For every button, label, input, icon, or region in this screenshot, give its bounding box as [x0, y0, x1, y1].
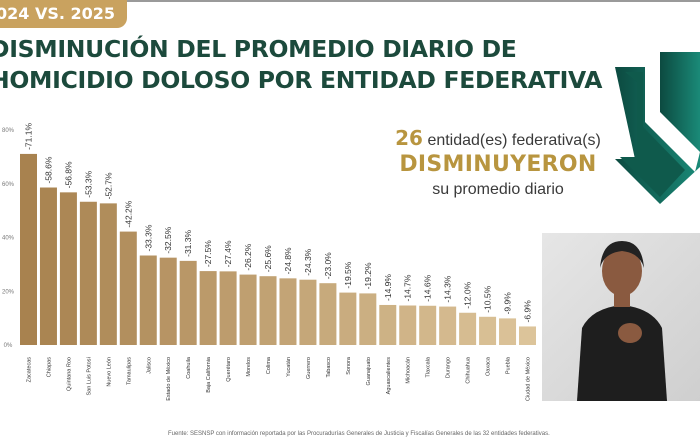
- data-label: -14.9%: [383, 274, 393, 301]
- bar: [59, 192, 77, 345]
- x-tick-label: Puebla: [506, 356, 512, 374]
- data-label: -33.3%: [143, 224, 153, 251]
- x-tick-label: Baja California: [206, 356, 212, 393]
- data-label: -19.5%: [343, 261, 353, 288]
- data-label: -14.7%: [403, 274, 413, 301]
- bar: [359, 293, 377, 345]
- x-tick-label: Oaxaca: [486, 356, 492, 376]
- bar: [519, 326, 536, 345]
- data-label: -71.1%: [24, 123, 34, 150]
- entity-count: 26: [395, 126, 423, 150]
- bar: [279, 278, 297, 345]
- x-tick-label: Guanajuato: [366, 357, 372, 385]
- bar: [399, 305, 417, 345]
- x-tick-label: Ciudad de México: [526, 357, 532, 401]
- callout-line-2: DISMINUYERON: [399, 152, 597, 177]
- page-title: DISMINUCIÓN DEL PROMEDIO DIARIO DE HOMIC…: [0, 34, 602, 96]
- bar: [319, 283, 337, 345]
- x-tick-label: Zacatecas: [27, 357, 33, 383]
- bar: [139, 255, 157, 345]
- bar: [479, 316, 497, 345]
- y-tick-label: 80%: [2, 128, 15, 134]
- data-label: -14.6%: [423, 274, 433, 301]
- data-label: -10.5%: [483, 285, 493, 312]
- bar: [39, 187, 57, 345]
- title-line-1: DISMINUCIÓN DEL PROMEDIO DIARIO DE: [0, 35, 517, 63]
- sign-language-interpreter-video: [542, 233, 700, 401]
- bar-chart: 0% 20% 40% 60% 80% -71.1% Zacatecas -58.6% Chiap…: [2, 123, 536, 401]
- data-label: -24.3%: [303, 248, 313, 275]
- data-label: -23.0%: [323, 252, 333, 279]
- bar: [379, 304, 397, 345]
- bar: [179, 260, 197, 345]
- x-tick-label: San Luis Potosí: [86, 357, 92, 396]
- x-tick-label: Sonora: [346, 356, 352, 375]
- x-tick-label: Morelos: [246, 357, 252, 377]
- bar: [419, 305, 437, 345]
- bar: [119, 231, 137, 345]
- bar: [439, 306, 457, 345]
- bar: [159, 257, 177, 345]
- y-tick-label: 40%: [2, 236, 15, 242]
- data-label: -26.2%: [243, 243, 253, 270]
- y-tick-label: 20%: [2, 289, 15, 295]
- x-tick-label: Querétaro: [226, 357, 232, 382]
- data-label: -53.3%: [83, 170, 93, 197]
- x-tick-label: Durango: [446, 357, 452, 378]
- down-arrow-icon: [615, 52, 700, 204]
- x-tick-label: Chiapas: [46, 357, 52, 377]
- x-tick-label: Aguascalientes: [386, 357, 392, 395]
- data-label: -25.6%: [263, 245, 273, 272]
- x-tick-label: Colima: [266, 356, 272, 374]
- data-label: -19.2%: [363, 262, 373, 289]
- bar: [219, 271, 237, 345]
- x-tick-label: Coahuila: [186, 356, 192, 379]
- x-tick-label: Tabasco: [326, 357, 332, 378]
- y-tick-label: 0%: [4, 343, 13, 349]
- x-tick-label: Yucatán: [286, 357, 292, 377]
- data-label: -12.0%: [463, 281, 473, 308]
- bar: [79, 201, 97, 345]
- x-tick-label: Tlaxcala: [426, 356, 432, 377]
- bar: [259, 276, 277, 345]
- bar: [459, 312, 477, 345]
- period-badge: 024 VS. 2025: [0, 0, 128, 28]
- x-tick-label: Guerrero: [306, 357, 312, 379]
- bar: [199, 271, 217, 345]
- bar: [299, 279, 317, 345]
- callout-line-3: su promedio diario: [432, 181, 564, 198]
- title-line-2: HOMICIDIO DOLOSO POR ENTIDAD FEDERATIVA: [0, 66, 603, 94]
- data-label: -58.6%: [43, 156, 53, 183]
- x-tick-label: Nuevo León: [106, 357, 112, 387]
- callout-line-1: entidad(es) federativa(s): [427, 132, 601, 149]
- x-tick-label: Tamaulipas: [126, 357, 132, 385]
- bar: [99, 203, 117, 345]
- bar: [339, 292, 357, 345]
- top-border: [0, 0, 700, 2]
- data-label: -9.9%: [503, 292, 513, 315]
- data-label: -27.5%: [203, 240, 213, 267]
- x-tick-label: Estado de México: [166, 357, 172, 401]
- data-label: -52.7%: [103, 172, 113, 199]
- x-tick-label: Jalisco: [146, 357, 152, 374]
- x-tick-label: Quintana Roo: [66, 357, 72, 391]
- data-label: -31.3%: [183, 230, 193, 257]
- data-label: -27.4%: [223, 240, 233, 267]
- x-tick-label: Michoacán: [406, 357, 412, 384]
- x-tick-label: Chihuahua: [466, 356, 472, 384]
- data-label: -32.5%: [163, 226, 173, 253]
- data-label: -24.8%: [283, 247, 293, 274]
- data-label: -6.9%: [523, 300, 533, 323]
- data-label: -42.2%: [123, 200, 133, 227]
- bar: [20, 153, 37, 345]
- y-tick-label: 60%: [2, 182, 15, 188]
- data-label: -56.8%: [63, 161, 73, 188]
- data-label: -14.3%: [443, 275, 453, 302]
- bar: [239, 274, 257, 345]
- source-note: Fuente: SESNSP con información reportada…: [168, 431, 550, 437]
- bar: [499, 318, 517, 345]
- summary-callout: 26 entidad(es) federativa(s) DISMINUYERO…: [382, 126, 614, 199]
- interpreter-figure: [577, 241, 667, 401]
